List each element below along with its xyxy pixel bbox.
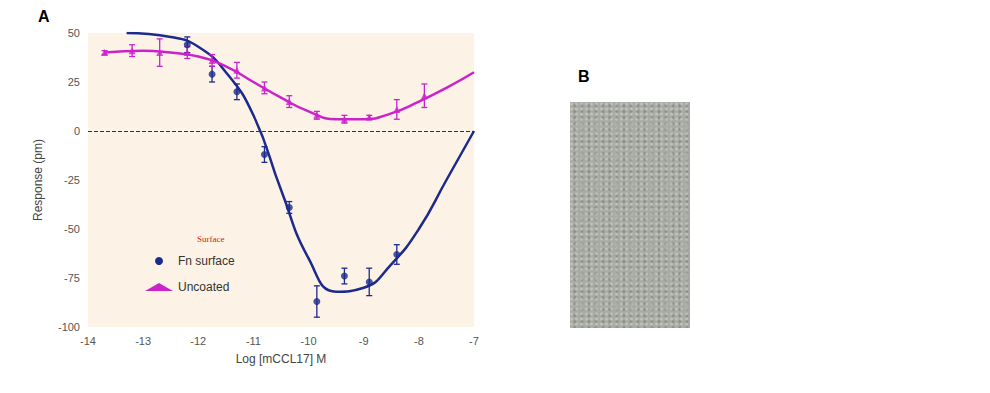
- svg-text:-12: -12: [190, 335, 206, 347]
- svg-text:-50: -50: [64, 223, 80, 235]
- svg-text:Log [mCCL17] M: Log [mCCL17] M: [236, 352, 327, 366]
- svg-text:Uncoated: Uncoated: [178, 280, 229, 294]
- svg-text:-11: -11: [246, 335, 261, 347]
- svg-text:-13: -13: [135, 335, 151, 347]
- svg-text:-100: -100: [58, 321, 80, 333]
- svg-text:-8: -8: [414, 335, 424, 347]
- html-text:A: A: [38, 8, 50, 25]
- svg-text:Surface: Surface: [197, 234, 224, 244]
- svg-text:-7: -7: [469, 335, 479, 347]
- svg-text:-75: -75: [64, 272, 80, 284]
- svg-text:-14: -14: [80, 335, 96, 347]
- svg-text:25: 25: [68, 76, 80, 88]
- svg-text:50: 50: [68, 27, 80, 39]
- svg-text:-25: -25: [64, 174, 80, 186]
- svg-text:Response (pm): Response (pm): [31, 139, 45, 221]
- svg-text:-9: -9: [359, 335, 369, 347]
- svg-text:Fn surface: Fn surface: [178, 254, 235, 268]
- svg-text:-10: -10: [301, 335, 317, 347]
- html-text:B: B: [578, 68, 590, 85]
- svg-text:0: 0: [74, 125, 80, 137]
